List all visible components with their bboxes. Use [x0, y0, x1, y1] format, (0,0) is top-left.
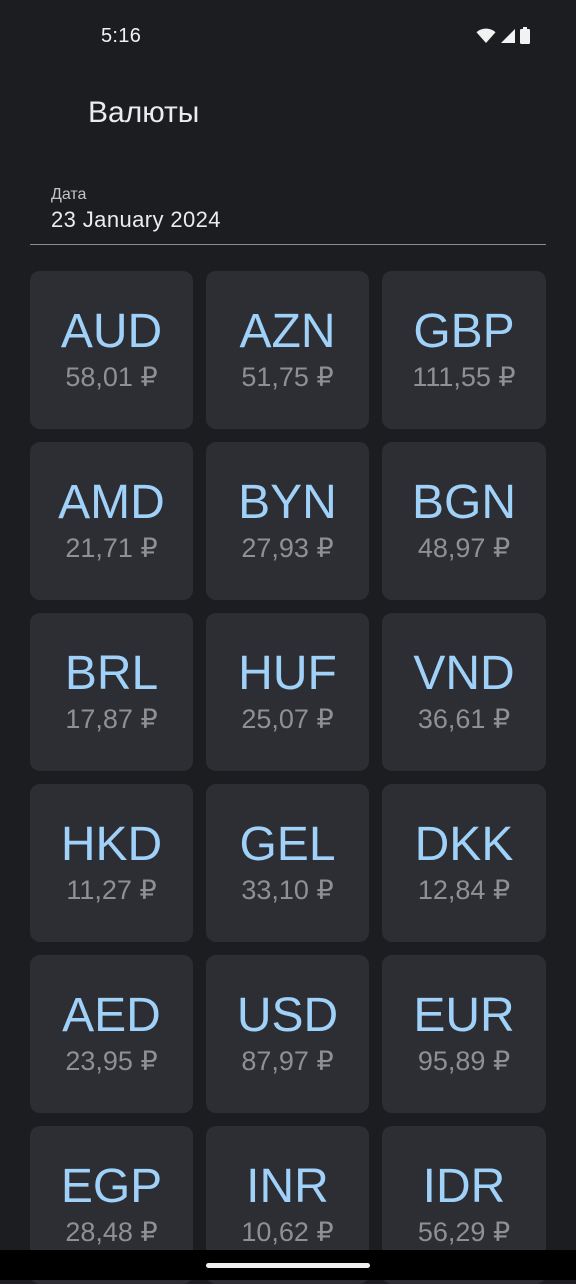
currency-code: BRL	[64, 647, 159, 700]
currency-code: VND	[413, 647, 515, 700]
battery-icon	[520, 27, 530, 49]
currency-code: EUR	[413, 989, 515, 1042]
currency-code: AMD	[58, 476, 165, 529]
currency-card[interactable]: DKK 12,84 ₽	[382, 784, 546, 942]
currency-code: BGN	[411, 476, 516, 529]
currency-rate: 28,48 ₽	[65, 1217, 158, 1247]
currency-card[interactable]: BRL 17,87 ₽	[30, 613, 193, 771]
currency-card[interactable]: GEL 33,10 ₽	[206, 784, 369, 942]
currency-rate: 36,61 ₽	[417, 704, 511, 734]
status-bar: 5:16	[0, 0, 576, 72]
currency-rate: 11,27 ₽	[66, 875, 157, 905]
wifi-icon	[476, 28, 496, 49]
currency-rate: 25,07 ₽	[241, 704, 334, 734]
currency-code: INR	[246, 1160, 329, 1213]
date-field-label: Дата	[51, 186, 87, 203]
currency-code: IDR	[422, 1160, 506, 1213]
currency-rate: 56,29 ₽	[417, 1217, 511, 1247]
currency-rate: 21,71 ₽	[65, 533, 158, 563]
currency-card[interactable]: GBP 111,55 ₽	[382, 271, 546, 429]
currency-rate: 48,97 ₽	[417, 533, 511, 563]
currency-rate: 10,62 ₽	[241, 1217, 334, 1247]
currency-rate: 51,75 ₽	[241, 362, 334, 392]
currency-card[interactable]: BYN 27,93 ₽	[206, 442, 369, 600]
currency-rate: 111,55 ₽	[412, 362, 516, 392]
currency-code: BYN	[238, 476, 337, 529]
currency-code: AED	[62, 989, 161, 1042]
currency-code: GBP	[413, 305, 515, 358]
date-field[interactable]: Дата 23 January 2024	[30, 183, 546, 245]
currency-card[interactable]: VND 36,61 ₽	[382, 613, 546, 771]
signal-icon	[500, 28, 516, 49]
status-icons	[476, 27, 530, 49]
date-field-value[interactable]: 23 January 2024	[51, 207, 221, 232]
currency-card[interactable]: EUR 95,89 ₽	[382, 955, 546, 1113]
currency-rate: 12,84 ₽	[417, 875, 511, 905]
currency-code: USD	[236, 989, 339, 1042]
currency-card[interactable]: HUF 25,07 ₽	[206, 613, 369, 771]
currency-grid: AUD 58,01 ₽ AZN 51,75 ₽ GBP 111,55 ₽ AMD 21,…	[30, 271, 546, 1284]
currency-card[interactable]: USD 87,97 ₽	[206, 955, 369, 1113]
currency-code: AUD	[60, 305, 163, 358]
currency-rate: 33,10 ₽	[241, 875, 334, 905]
app-title: Валюты	[88, 96, 200, 129]
currency-card[interactable]: AUD 58,01 ₽	[30, 271, 193, 429]
currency-rate: 23,95 ₽	[65, 1046, 158, 1076]
currency-code: AZN	[239, 305, 336, 358]
currency-rate: 58,01 ₽	[65, 362, 158, 392]
gesture-nav-bar	[0, 1250, 576, 1280]
currency-code: HKD	[60, 818, 163, 871]
currency-code: GEL	[239, 818, 336, 871]
currency-code: HUF	[238, 647, 337, 700]
currency-rate: 87,97 ₽	[241, 1046, 334, 1076]
currency-card[interactable]: AZN 51,75 ₽	[206, 271, 369, 429]
currency-rate: 27,93 ₽	[241, 533, 334, 563]
status-time: 5:16	[101, 25, 142, 47]
currency-code: EGP	[60, 1160, 163, 1213]
currency-card[interactable]: AED 23,95 ₽	[30, 955, 193, 1113]
home-handle[interactable]	[206, 1263, 370, 1268]
currency-card[interactable]: HKD 11,27 ₽	[30, 784, 193, 942]
currency-rate: 17,87 ₽	[65, 704, 158, 734]
currency-card[interactable]: AMD 21,71 ₽	[30, 442, 193, 600]
currency-code: DKK	[414, 818, 514, 871]
currency-rate: 95,89 ₽	[417, 1046, 511, 1076]
currency-card[interactable]: BGN 48,97 ₽	[382, 442, 546, 600]
